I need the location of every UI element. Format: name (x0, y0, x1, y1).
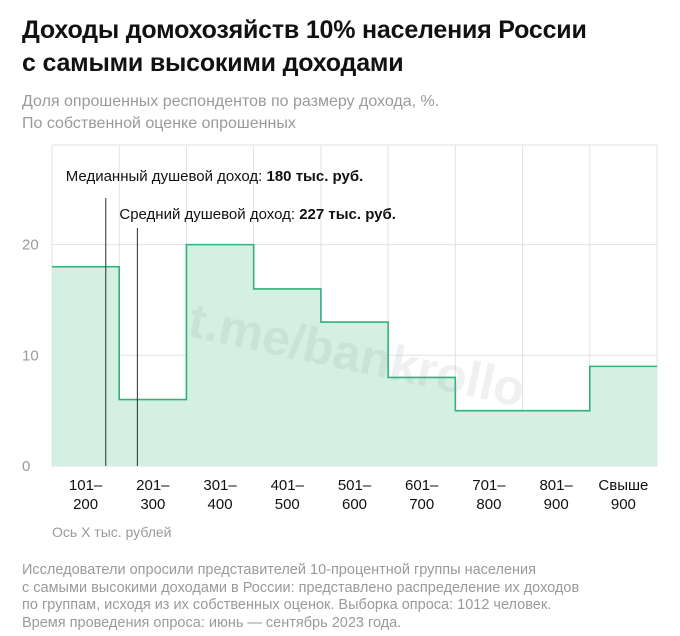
y-tick-label: 0 (22, 458, 30, 475)
y-tick-label: 20 (22, 237, 39, 254)
x-tick-label-line: 700 (409, 496, 434, 513)
annotation-label: Медианный душевой доход: 180 тыс. руб. (66, 168, 364, 185)
chart-subtitle: Доля опрошенных респондентов по размеру … (22, 91, 662, 135)
footnote-line-3: по группам, исходя из их собственных оце… (22, 597, 552, 614)
x-tick-label-line: 900 (611, 496, 636, 513)
annotation-label-text: Средний душевой доход: (119, 206, 299, 223)
histogram-bar (119, 400, 186, 466)
histogram-outline (52, 243, 657, 412)
x-tick-label-line: 201– (136, 477, 170, 494)
x-tick-label-line: 501– (338, 477, 372, 494)
y-tick-label: 10 (22, 347, 39, 364)
x-tick-label: Свыше 900 (598, 477, 648, 513)
chart-title-line-2: с самыми высокими доходами (22, 49, 404, 77)
x-tick-label: 101– 200 (69, 477, 103, 513)
x-tick-label-line: 200 (73, 496, 98, 513)
histogram-bar (52, 267, 119, 466)
x-tick-label-line: 800 (476, 496, 501, 513)
histogram-bar (523, 411, 590, 466)
x-tick-label: 801– 900 (539, 477, 573, 513)
chart-title: Доходы домохозяйств 10% населения России… (22, 14, 662, 80)
chart-title-line-1: Доходы домохозяйств 10% населения России (22, 16, 587, 44)
chart-subtitle-line-1: Доля опрошенных респондентов по размеру … (22, 93, 440, 110)
x-tick-label: 701– 800 (472, 477, 506, 513)
histogram-bar (590, 366, 657, 466)
x-tick-label: 201– 300 (136, 477, 170, 513)
x-tick-label-line: Свыше (598, 477, 648, 494)
annotation-value-text: 227 тыс. руб. (299, 206, 396, 223)
x-tick-label: 301– 400 (203, 477, 237, 513)
x-tick-label-line: 401– (271, 477, 305, 494)
x-tick-label: 501– 600 (338, 477, 372, 513)
annotation-label: Средний душевой доход: 227 тыс. руб. (119, 206, 396, 223)
x-tick-label-line: 101– (69, 477, 103, 494)
x-tick-label-line: 300 (140, 496, 165, 513)
x-tick-label-line: 701– (472, 477, 506, 494)
x-axis-label: Ось X тыс. рублей (52, 524, 172, 540)
annotation-value-text: 180 тыс. руб. (267, 168, 364, 185)
x-tick-label: 401– 500 (271, 477, 305, 513)
x-tick-label: 601– 700 (405, 477, 439, 513)
footnote-line-1: Исследователи опросили представителей 10… (22, 562, 536, 578)
x-tick-label-line: 301– (203, 477, 237, 494)
footnote-line-4: Время проведения опроса: июнь — сентябрь… (22, 614, 402, 631)
footnote-line-2: с самыми высокими доходами в России: пре… (22, 579, 580, 596)
x-tick-label-line: 601– (405, 477, 439, 494)
x-tick-label-line: 400 (208, 496, 233, 513)
x-tick-label-line: 600 (342, 496, 367, 513)
x-tick-label-line: 500 (275, 496, 300, 513)
chart-footnote: Исследователи опросили представителей 10… (22, 562, 662, 632)
annotation-label-text: Медианный душевой доход: (66, 168, 267, 185)
histogram-bar (455, 411, 522, 466)
chart-subtitle-line-2: По собственной оценке опрошенных (22, 115, 296, 132)
x-tick-label-line: 900 (544, 496, 569, 513)
x-tick-label-line: 801– (539, 477, 573, 494)
